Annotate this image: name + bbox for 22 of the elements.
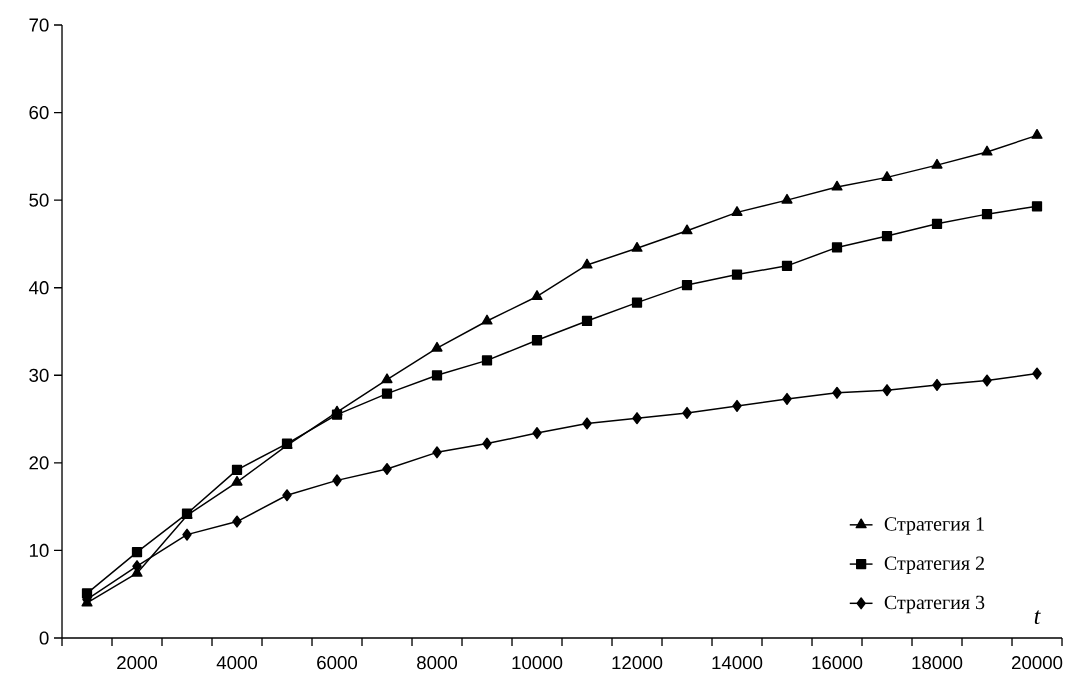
- legend-label: Стратегия 2: [884, 556, 984, 574]
- x-tick-label: 16000: [812, 656, 863, 670]
- x-axis-title: t: [1034, 610, 1041, 625]
- y-tick-label: 20: [29, 456, 49, 470]
- x-tick-label: 10000: [512, 656, 563, 670]
- x-tick-label: 4000: [216, 656, 258, 670]
- y-tick-label: 40: [28, 281, 49, 295]
- y-tick-label: 10: [29, 543, 49, 558]
- x-tick-label: 2000: [117, 656, 158, 670]
- x-tick-label: 6000: [317, 656, 358, 670]
- y-tick-label: 60: [29, 105, 49, 120]
- y-tick-label: 0: [39, 631, 49, 645]
- x-tick-label: 8000: [417, 656, 458, 670]
- x-tick-label: 18000: [912, 656, 963, 670]
- legend-label: Стратегия 3: [884, 595, 985, 614]
- x-tick-label: 20000: [1012, 656, 1063, 670]
- y-tick-label: 30: [29, 368, 49, 382]
- x-tick-label: 14000: [712, 656, 763, 670]
- y-tick-label: 70: [29, 18, 49, 32]
- y-tick-label: 50: [29, 193, 49, 207]
- x-tick-label: 12000: [612, 656, 663, 670]
- legend-label: Стратегия 1: [884, 517, 984, 535]
